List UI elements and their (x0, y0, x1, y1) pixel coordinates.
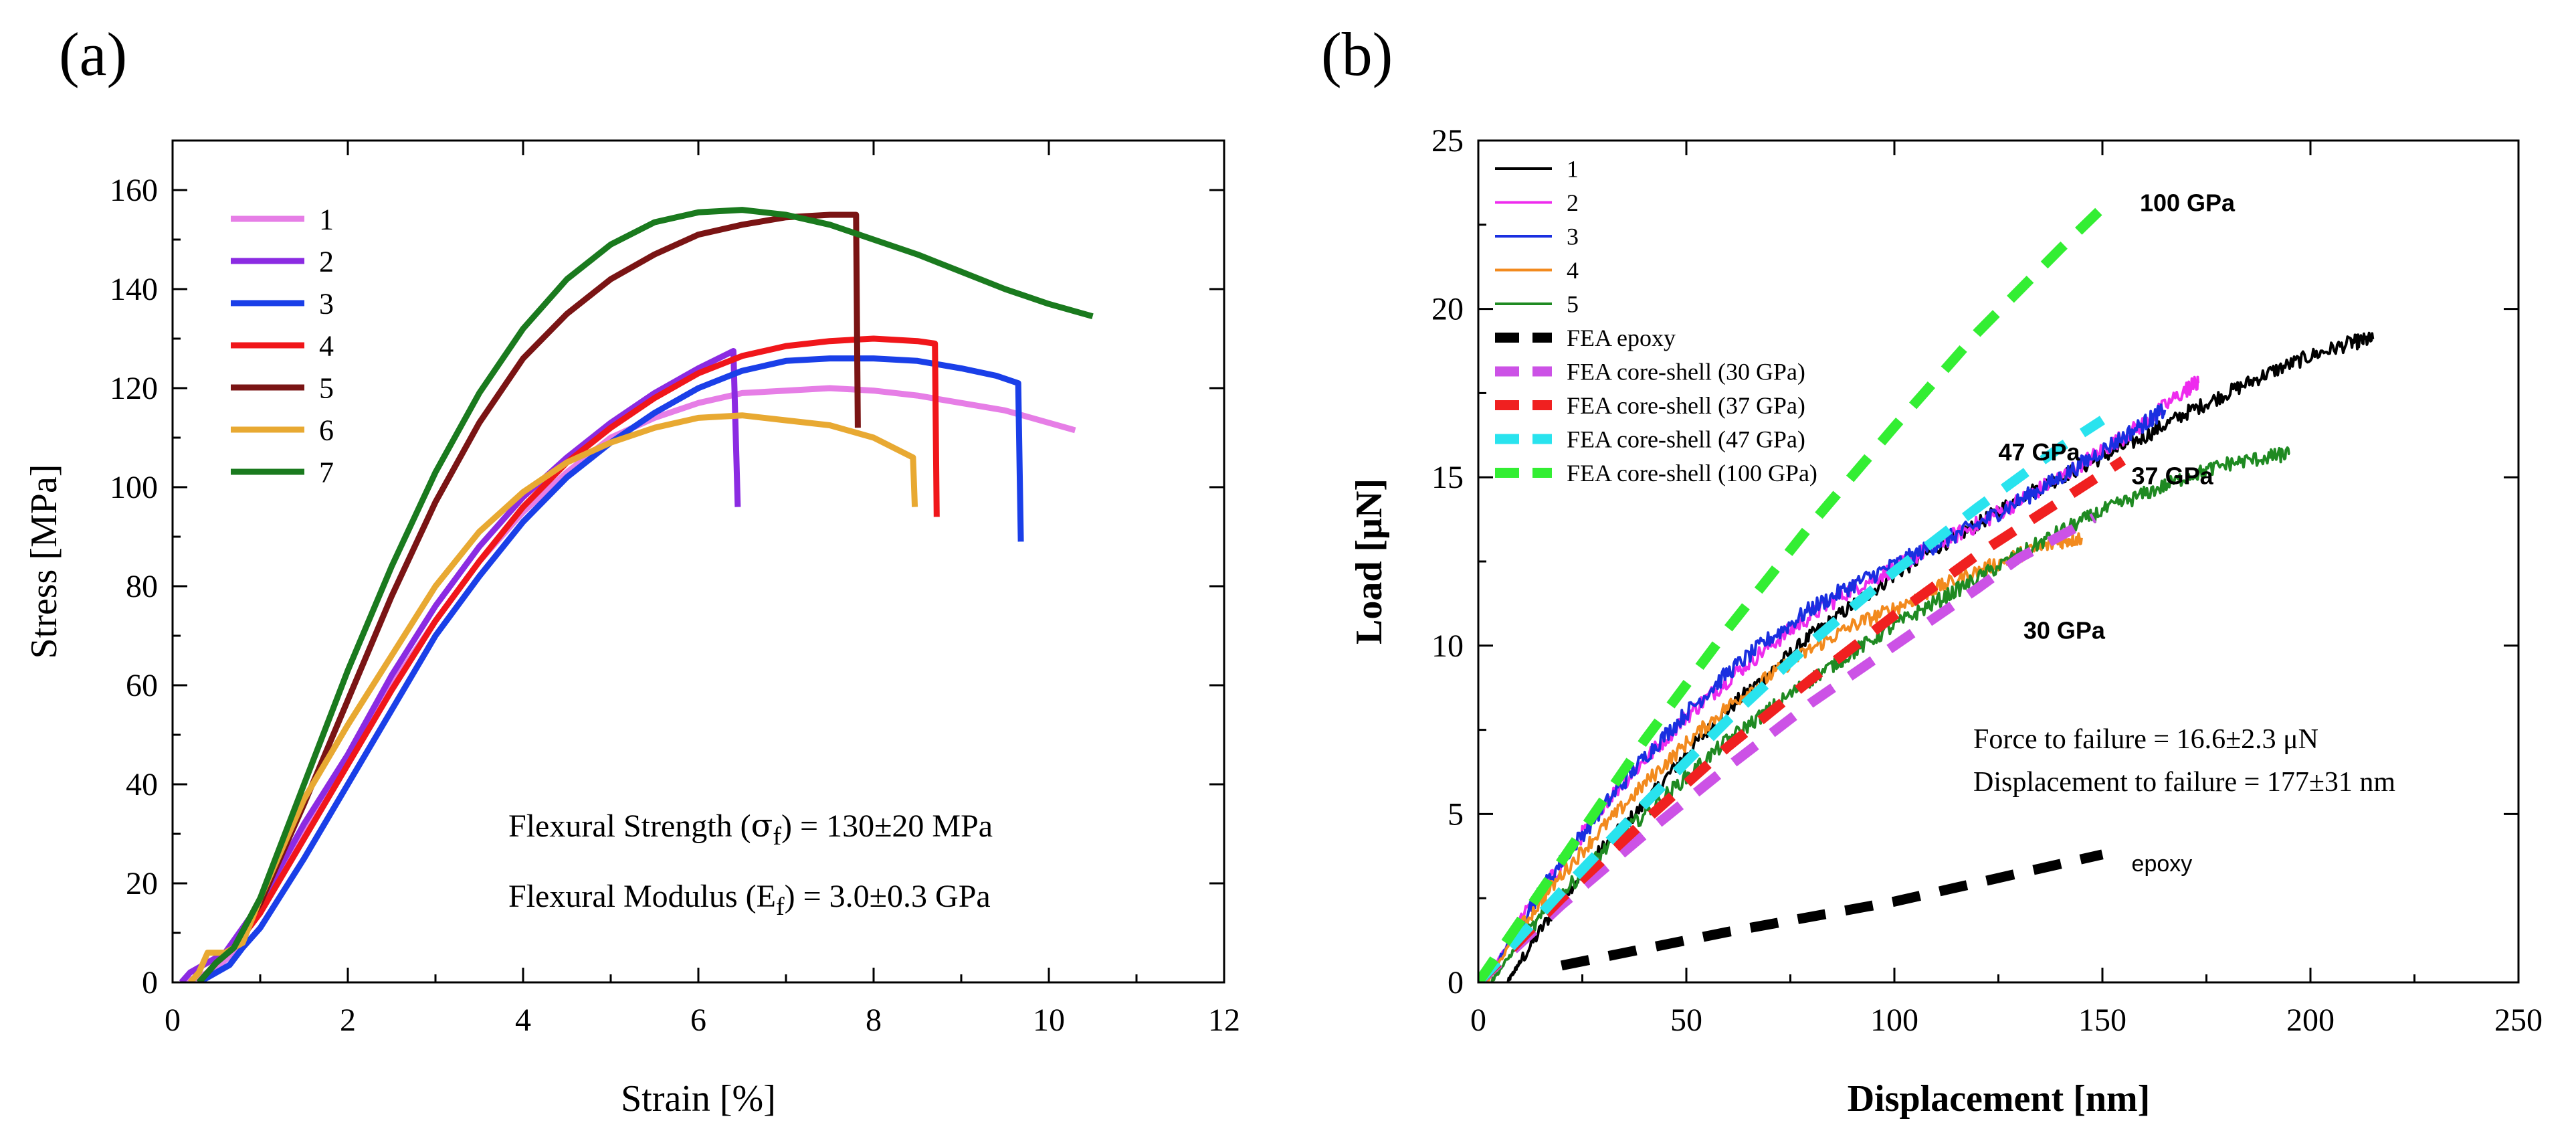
panel-a-annotations: Flexural Strength (σf) = 130±20 MPa Flex… (508, 807, 993, 921)
y-tick-label: 60 (126, 668, 158, 703)
legend-label: FEA core-shell (100 GPa) (1567, 460, 1817, 487)
y-tick-label: 10 (1431, 628, 1464, 664)
series-line-5 (1490, 446, 2290, 982)
x-tick-label: 12 (1208, 1002, 1240, 1038)
legend-label: 3 (1567, 224, 1579, 250)
series-line-fea-core-shell-100-gpa- (1478, 204, 2106, 982)
x-tick-label: 100 (1870, 1002, 1918, 1038)
y-tick-label: 25 (1431, 123, 1464, 159)
flexural-strength-annotation: Flexural Strength (σf) = 130±20 MPa (508, 807, 993, 851)
legend-label: 3 (319, 287, 334, 320)
y-tick-label: 20 (126, 866, 158, 901)
x-tick-label: 8 (866, 1002, 882, 1038)
force-to-failure-annotation: Force to failure = 16.6±2.3 μN (1973, 724, 2318, 755)
panel-b-annotations: Force to failure = 16.6±2.3 μN Displacem… (1973, 724, 2395, 798)
x-tick-label: 50 (1670, 1002, 1702, 1038)
legend-label: 1 (1567, 156, 1579, 183)
legend-label: FEA epoxy (1567, 325, 1676, 351)
legend-label: 5 (1567, 291, 1579, 318)
curve-label: 30 GPa (2023, 617, 2106, 644)
curve-label: epoxy (2132, 851, 2193, 877)
x-tick-label: 4 (515, 1002, 531, 1038)
y-tick-label: 120 (110, 371, 158, 406)
x-tick-label: 150 (2078, 1002, 2126, 1038)
legend-label: 4 (319, 329, 334, 362)
legend-label: 2 (319, 245, 334, 278)
legend-label: 2 (1567, 189, 1579, 216)
y-tick-label: 140 (110, 272, 158, 307)
panel-b-legend: 1 2 3 4 5 FEA epoxy FEA core-shell (30 GPa) FEA… (1495, 156, 1817, 487)
y-tick-label: 80 (126, 569, 158, 604)
x-tick-label: 0 (1470, 1002, 1486, 1038)
y-tick-label: 160 (110, 173, 158, 208)
legend-label: FEA core-shell (30 GPa) (1567, 359, 1805, 385)
series-line-fea-core-shell-37-gpa- (1478, 456, 2126, 982)
panel-a-y-axis-label: Stress [MPa] (23, 464, 65, 659)
x-tick-label: 10 (1033, 1002, 1065, 1038)
panel-b-label: (b) (1321, 20, 1393, 88)
series-line-4 (1486, 532, 2083, 982)
legend-label: FEA core-shell (47 GPa) (1567, 426, 1805, 453)
y-tick-label: 20 (1431, 292, 1464, 327)
legend-label: 7 (319, 456, 334, 489)
x-tick-label: 2 (340, 1002, 356, 1038)
curve-label: 37 GPa (2132, 462, 2214, 489)
legend-label: 6 (319, 414, 334, 446)
panel-b-curve-labels: 100 GPa 47 GPa 37 GPa 30 GPa epoxy (1999, 189, 2236, 877)
panel-b-plot-area (1478, 204, 2375, 982)
x-tick-label: 200 (2286, 1002, 2335, 1038)
legend-label: 1 (319, 203, 334, 236)
y-tick-label: 5 (1448, 796, 1464, 832)
series-line-fea-core-shell-47-gpa- (1478, 416, 2106, 982)
panel-a-legend: 1 2 3 4 5 6 7 (231, 203, 334, 489)
y-tick-label: 0 (1448, 965, 1464, 1000)
y-tick-label: 100 (110, 470, 158, 505)
legend-label: 5 (319, 371, 334, 404)
panel-a-label: (a) (59, 20, 127, 88)
y-tick-label: 15 (1431, 460, 1464, 495)
curve-label: 47 GPa (1999, 438, 2081, 466)
y-tick-label: 0 (142, 965, 158, 1000)
series-line-7 (196, 207, 1094, 982)
series-line-fea-core-shell-30-gpa- (1478, 513, 2097, 982)
y-tick-label: 40 (126, 767, 158, 802)
legend-label: FEA core-shell (37 GPa) (1567, 392, 1805, 419)
curve-label: 100 GPa (2140, 189, 2236, 217)
panel-a-x-axis-label: Strain [%] (621, 1078, 776, 1120)
displacement-to-failure-annotation: Displacement to failure = 177±31 nm (1973, 767, 2395, 798)
series-line-2 (179, 348, 741, 982)
flexural-modulus-annotation: Flexural Modulus (Ef) = 3.0±0.3 GPa (508, 879, 991, 921)
x-tick-label: 0 (165, 1002, 181, 1038)
panel-b-y-axis-label: Load [μN] (1349, 478, 1390, 644)
series-line-fea-epoxy (1560, 849, 2104, 971)
panel-a-plot-area (179, 207, 1094, 982)
x-tick-label: 6 (690, 1002, 706, 1038)
legend-label: 4 (1567, 257, 1579, 284)
x-tick-label: 250 (2494, 1002, 2543, 1038)
panel-b-x-axis-label: Displacement [nm] (1848, 1078, 2151, 1120)
